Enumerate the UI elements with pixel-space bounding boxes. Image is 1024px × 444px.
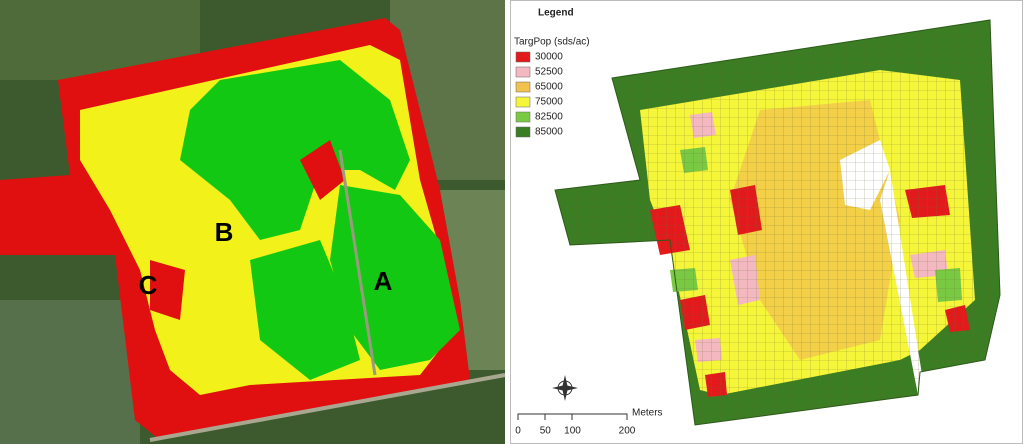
lane [338,149,377,376]
legend-swatch [515,111,531,123]
scale-unit: Meters [632,408,663,419]
road [149,373,506,442]
legend-swatch [515,51,531,63]
scale-label: 50 [540,426,552,437]
legend-swatch [515,81,531,93]
scale-labels: 0 50 100 200 [515,426,636,437]
scale-label: 0 [515,426,521,437]
scale-label: 200 [619,426,636,437]
grid-cells [554,19,1001,426]
field-zone-green [330,185,460,370]
legend-label: 30000 [535,52,563,63]
imagery [0,300,140,444]
zone-label: C [139,270,158,300]
legend-label: 52500 [535,67,563,78]
legend-swatch [515,66,531,78]
north-arrow [552,375,578,401]
field-zone-green [250,240,360,380]
zone-label: B [215,217,234,247]
scale-label: 100 [564,426,581,437]
scale-bar [517,413,628,420]
prescription-map: Legend TargPop (sds/ac) 30000 52500 65000 7… [510,0,1023,444]
legend: 30000 52500 65000 75000 82500 85000 [515,51,563,138]
legend-swatch [515,96,531,108]
field-zone-green [180,60,410,240]
legend-label: 65000 [535,82,563,93]
field-zone-red [150,260,185,320]
legend-label: 85000 [535,127,563,138]
field-zone-red [300,140,345,200]
legend-title: Legend [538,8,574,19]
legend-label: 75000 [535,97,563,108]
legend-attribute: TargPop (sds/ac) [514,37,590,48]
satellite-map: A B C [0,0,506,444]
compass [552,375,578,401]
zone-label: A [374,266,393,296]
legend-swatch [515,126,531,138]
legend-label: 82500 [535,112,563,123]
